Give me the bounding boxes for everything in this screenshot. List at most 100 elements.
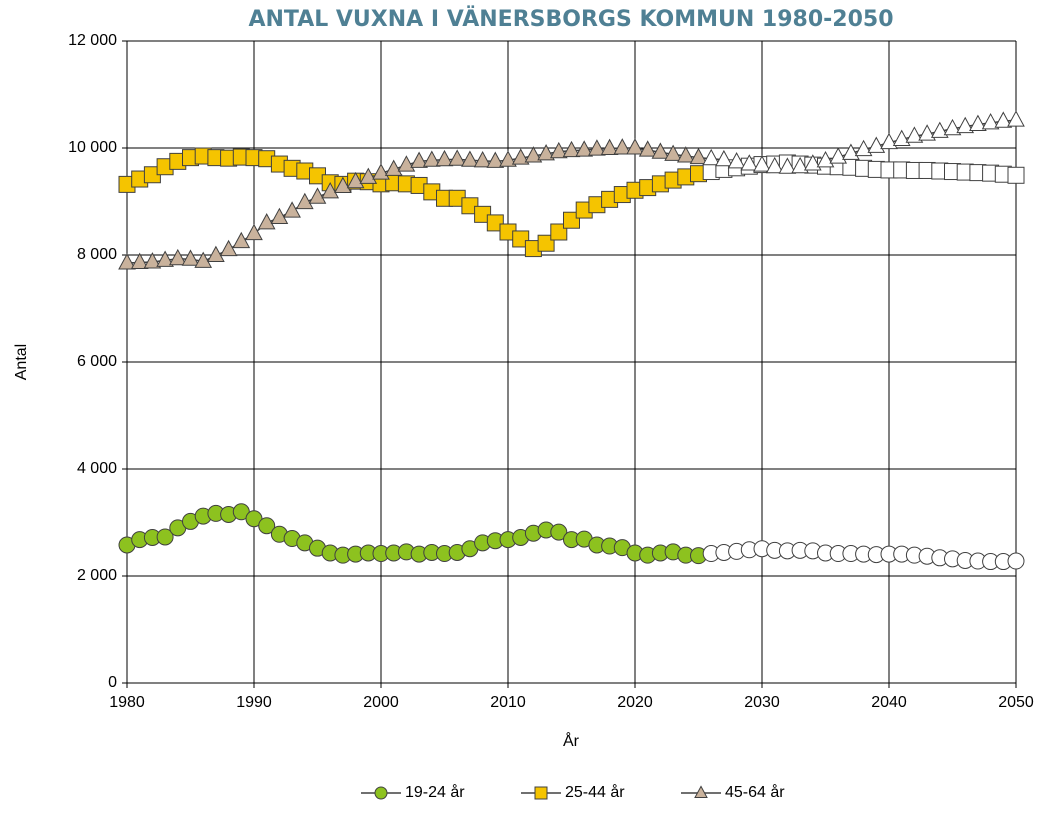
marker: [524, 146, 543, 163]
marker: [257, 213, 276, 230]
legend-item: 25-44 år: [521, 783, 625, 801]
marker: [486, 214, 504, 232]
marker: [435, 149, 454, 167]
y-tick-label: 4 000: [77, 460, 117, 477]
marker: [664, 144, 682, 161]
marker: [232, 231, 251, 249]
marker: [461, 150, 479, 167]
marker: [892, 129, 911, 146]
marker: [854, 139, 873, 157]
marker: [626, 138, 644, 155]
marker: [511, 148, 530, 165]
marker: [930, 121, 949, 138]
marker: [867, 136, 886, 153]
marker: [346, 171, 365, 189]
legend-item: 45-64 år: [681, 783, 785, 801]
legend-label: 45-64 år: [725, 783, 785, 801]
marker: [727, 152, 746, 169]
legend-label: 25-44 år: [565, 783, 625, 801]
marker: [880, 132, 898, 150]
marker: [295, 192, 314, 210]
marker: [969, 114, 987, 131]
y-tick-label: 12 000: [68, 32, 117, 49]
y-tick-label: 8 000: [77, 246, 117, 263]
marker: [676, 146, 695, 163]
marker: [918, 124, 936, 141]
marker: [1007, 552, 1025, 570]
marker: [702, 148, 721, 166]
marker: [842, 143, 860, 160]
x-tick-label: 2020: [617, 694, 653, 711]
y-axis-label: Antal: [13, 344, 30, 380]
marker: [372, 163, 390, 180]
y-tick-label: 10 000: [68, 139, 117, 156]
marker: [156, 528, 174, 546]
marker: [956, 116, 975, 134]
marker: [651, 142, 670, 159]
legend-item: 19-24 år: [361, 783, 465, 801]
marker: [550, 523, 568, 541]
marker: [740, 154, 759, 171]
marker: [715, 149, 733, 167]
marker: [473, 150, 492, 168]
marker: [486, 151, 505, 168]
marker: [283, 201, 301, 218]
marker: [638, 140, 657, 157]
marker: [461, 197, 479, 215]
marker: [816, 150, 835, 168]
marker: [549, 141, 568, 159]
legend-marker: [374, 786, 388, 800]
legend-marker: [534, 786, 548, 800]
marker: [156, 250, 174, 267]
marker: [943, 118, 962, 136]
marker: [118, 253, 136, 270]
marker: [791, 156, 809, 174]
marker: [499, 150, 517, 167]
marker: [422, 150, 441, 167]
marker: [588, 139, 606, 156]
marker: [474, 205, 492, 223]
marker: [143, 252, 162, 269]
marker: [563, 211, 580, 229]
marker: [905, 126, 924, 143]
x-tick-label: 1990: [236, 694, 272, 711]
marker: [600, 138, 619, 156]
marker: [308, 187, 327, 204]
marker: [207, 245, 225, 263]
marker: [613, 138, 632, 155]
marker: [384, 159, 403, 176]
marker: [270, 207, 289, 225]
chart-title: ANTAL VUXNA I VÄNERSBORGS KOMMUN 1980-20…: [248, 6, 893, 32]
x-tick-label: 2040: [871, 694, 907, 711]
marker: [1007, 110, 1025, 127]
x-tick-label: 1980: [109, 694, 145, 711]
marker: [181, 249, 200, 266]
marker: [512, 230, 530, 248]
marker: [397, 155, 416, 172]
marker: [245, 223, 263, 241]
marker: [410, 151, 428, 168]
marker: [168, 248, 187, 266]
x-tick-label: 2000: [363, 694, 399, 711]
marker: [258, 517, 276, 535]
legend-label: 19-24 år: [405, 783, 465, 801]
y-tick-label: 2 000: [77, 567, 117, 584]
marker: [803, 154, 822, 171]
marker: [550, 223, 568, 241]
x-tick-label: 2050: [998, 694, 1034, 711]
marker: [575, 140, 594, 157]
marker: [537, 234, 555, 252]
x-tick-label: 2010: [490, 694, 526, 711]
marker: [448, 149, 467, 166]
marker: [765, 156, 784, 174]
legend-marker: [694, 785, 708, 798]
marker: [359, 167, 378, 184]
x-tick-label: 2030: [744, 694, 780, 711]
marker: [753, 155, 771, 172]
marker: [1007, 166, 1025, 184]
marker: [537, 144, 555, 161]
marker: [321, 182, 340, 199]
marker: [829, 147, 848, 164]
marker: [130, 252, 149, 269]
